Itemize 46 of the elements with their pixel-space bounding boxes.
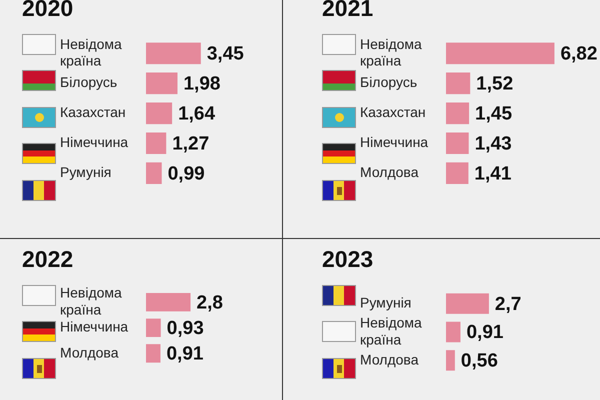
- data-label: 0,99: [168, 163, 205, 184]
- bar: [446, 72, 470, 94]
- chart-title: 2021: [322, 0, 374, 22]
- y-tick-label: Молдова: [360, 164, 419, 180]
- data-label: 1,27: [172, 133, 210, 154]
- data-label: 1,45: [475, 104, 512, 125]
- y-tick-label: Білорусь: [360, 74, 418, 90]
- y-tick-label: Румунія: [60, 164, 112, 180]
- data-label: 2,7: [494, 294, 522, 315]
- y-tick-label: Невідома країна: [360, 36, 422, 69]
- data-label: 0,93: [166, 318, 204, 340]
- chart-title: 2023: [322, 245, 374, 273]
- bar: [146, 132, 166, 154]
- y-tick-label: Німеччина: [60, 134, 128, 150]
- y-tick-label: Румунія: [360, 294, 412, 310]
- y-tick-label: Німеччина: [360, 134, 428, 150]
- data-label: 1,64: [178, 104, 216, 125]
- y-tick-label: Молдова: [360, 351, 419, 368]
- y-tick-label: Німеччина: [60, 318, 128, 335]
- data-label: 1,41: [474, 163, 512, 184]
- bar: [446, 102, 470, 124]
- bar: [146, 42, 201, 64]
- bar: [446, 132, 469, 154]
- bar: [146, 72, 178, 94]
- data-label: 0,91: [466, 322, 504, 344]
- data-label: 1,43: [474, 133, 512, 154]
- bar: [146, 102, 172, 124]
- data-label: 2,8: [196, 292, 223, 314]
- data-label: 3,45: [206, 44, 244, 65]
- data-label: 0,91: [166, 344, 204, 365]
- bar: [446, 42, 554, 64]
- y-tick-label: Білорусь: [60, 74, 118, 90]
- y-tick-label: Невідома країна: [60, 36, 122, 69]
- y-tick-label: Невідома країна: [60, 284, 122, 318]
- data-label: 0,56: [460, 350, 498, 372]
- data-label: 6,82: [560, 44, 598, 65]
- data-label: 1,52: [476, 74, 514, 95]
- data-label: 1,98: [183, 74, 220, 95]
- y-tick-label: Казахстан: [60, 104, 126, 120]
- bar: [446, 162, 468, 184]
- chart-title: 2022: [22, 245, 74, 273]
- y-tick-label: Невідома країна: [360, 314, 422, 348]
- bar: [146, 162, 162, 184]
- y-tick-label: Молдова: [60, 344, 119, 360]
- chart-title: 2020: [22, 0, 74, 22]
- y-tick-label: Казахстан: [360, 104, 426, 120]
